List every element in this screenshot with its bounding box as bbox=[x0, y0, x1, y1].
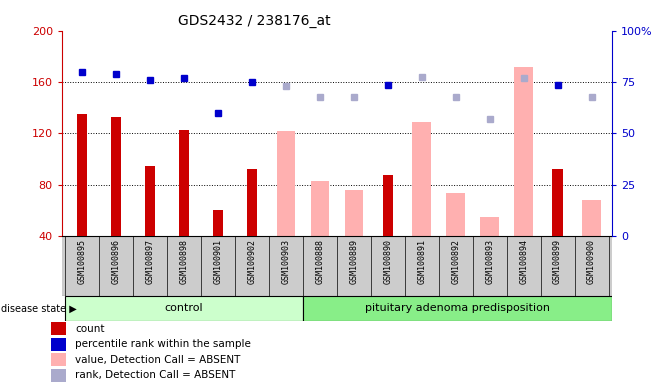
Text: GSM100896: GSM100896 bbox=[112, 239, 120, 284]
Text: percentile rank within the sample: percentile rank within the sample bbox=[76, 339, 251, 349]
Text: GSM100900: GSM100900 bbox=[587, 239, 596, 284]
Bar bbox=[213, 210, 223, 236]
Text: count: count bbox=[76, 324, 105, 334]
Bar bbox=[413, 122, 431, 236]
Bar bbox=[480, 217, 499, 236]
Bar bbox=[383, 174, 393, 236]
Text: control: control bbox=[165, 303, 203, 313]
Text: value, Detection Call = ABSENT: value, Detection Call = ABSENT bbox=[76, 354, 241, 364]
Text: GSM100895: GSM100895 bbox=[77, 239, 87, 284]
Text: GSM100890: GSM100890 bbox=[383, 239, 393, 284]
Bar bbox=[303, 296, 612, 321]
Bar bbox=[145, 166, 156, 236]
Text: GSM100892: GSM100892 bbox=[451, 239, 460, 284]
Text: GSM100888: GSM100888 bbox=[316, 239, 324, 284]
Bar bbox=[553, 169, 562, 236]
Title: GDS2432 / 238176_at: GDS2432 / 238176_at bbox=[178, 14, 331, 28]
Bar bbox=[247, 169, 257, 236]
Text: GSM100903: GSM100903 bbox=[281, 239, 290, 284]
Bar bbox=[51, 369, 66, 382]
Text: GSM100897: GSM100897 bbox=[146, 239, 155, 284]
Text: GSM100901: GSM100901 bbox=[214, 239, 223, 284]
Text: GSM100893: GSM100893 bbox=[485, 239, 494, 284]
Text: GSM100894: GSM100894 bbox=[519, 239, 528, 284]
Text: GSM100889: GSM100889 bbox=[350, 239, 358, 284]
Bar bbox=[77, 114, 87, 236]
Bar bbox=[111, 117, 121, 236]
Bar bbox=[344, 190, 363, 236]
Bar bbox=[51, 322, 66, 335]
Bar bbox=[65, 296, 303, 321]
Bar bbox=[277, 131, 296, 236]
Bar bbox=[311, 181, 329, 236]
Bar bbox=[179, 129, 189, 236]
Text: disease state ▶: disease state ▶ bbox=[1, 303, 77, 313]
Text: pituitary adenoma predisposition: pituitary adenoma predisposition bbox=[365, 303, 550, 313]
Text: GSM100891: GSM100891 bbox=[417, 239, 426, 284]
Text: GSM100898: GSM100898 bbox=[180, 239, 189, 284]
Bar bbox=[582, 200, 601, 236]
Text: GSM100899: GSM100899 bbox=[553, 239, 562, 284]
Bar bbox=[51, 338, 66, 351]
Bar bbox=[514, 67, 533, 236]
Text: GSM100902: GSM100902 bbox=[247, 239, 256, 284]
Bar bbox=[447, 192, 465, 236]
Bar bbox=[51, 353, 66, 366]
Text: rank, Detection Call = ABSENT: rank, Detection Call = ABSENT bbox=[76, 370, 236, 380]
